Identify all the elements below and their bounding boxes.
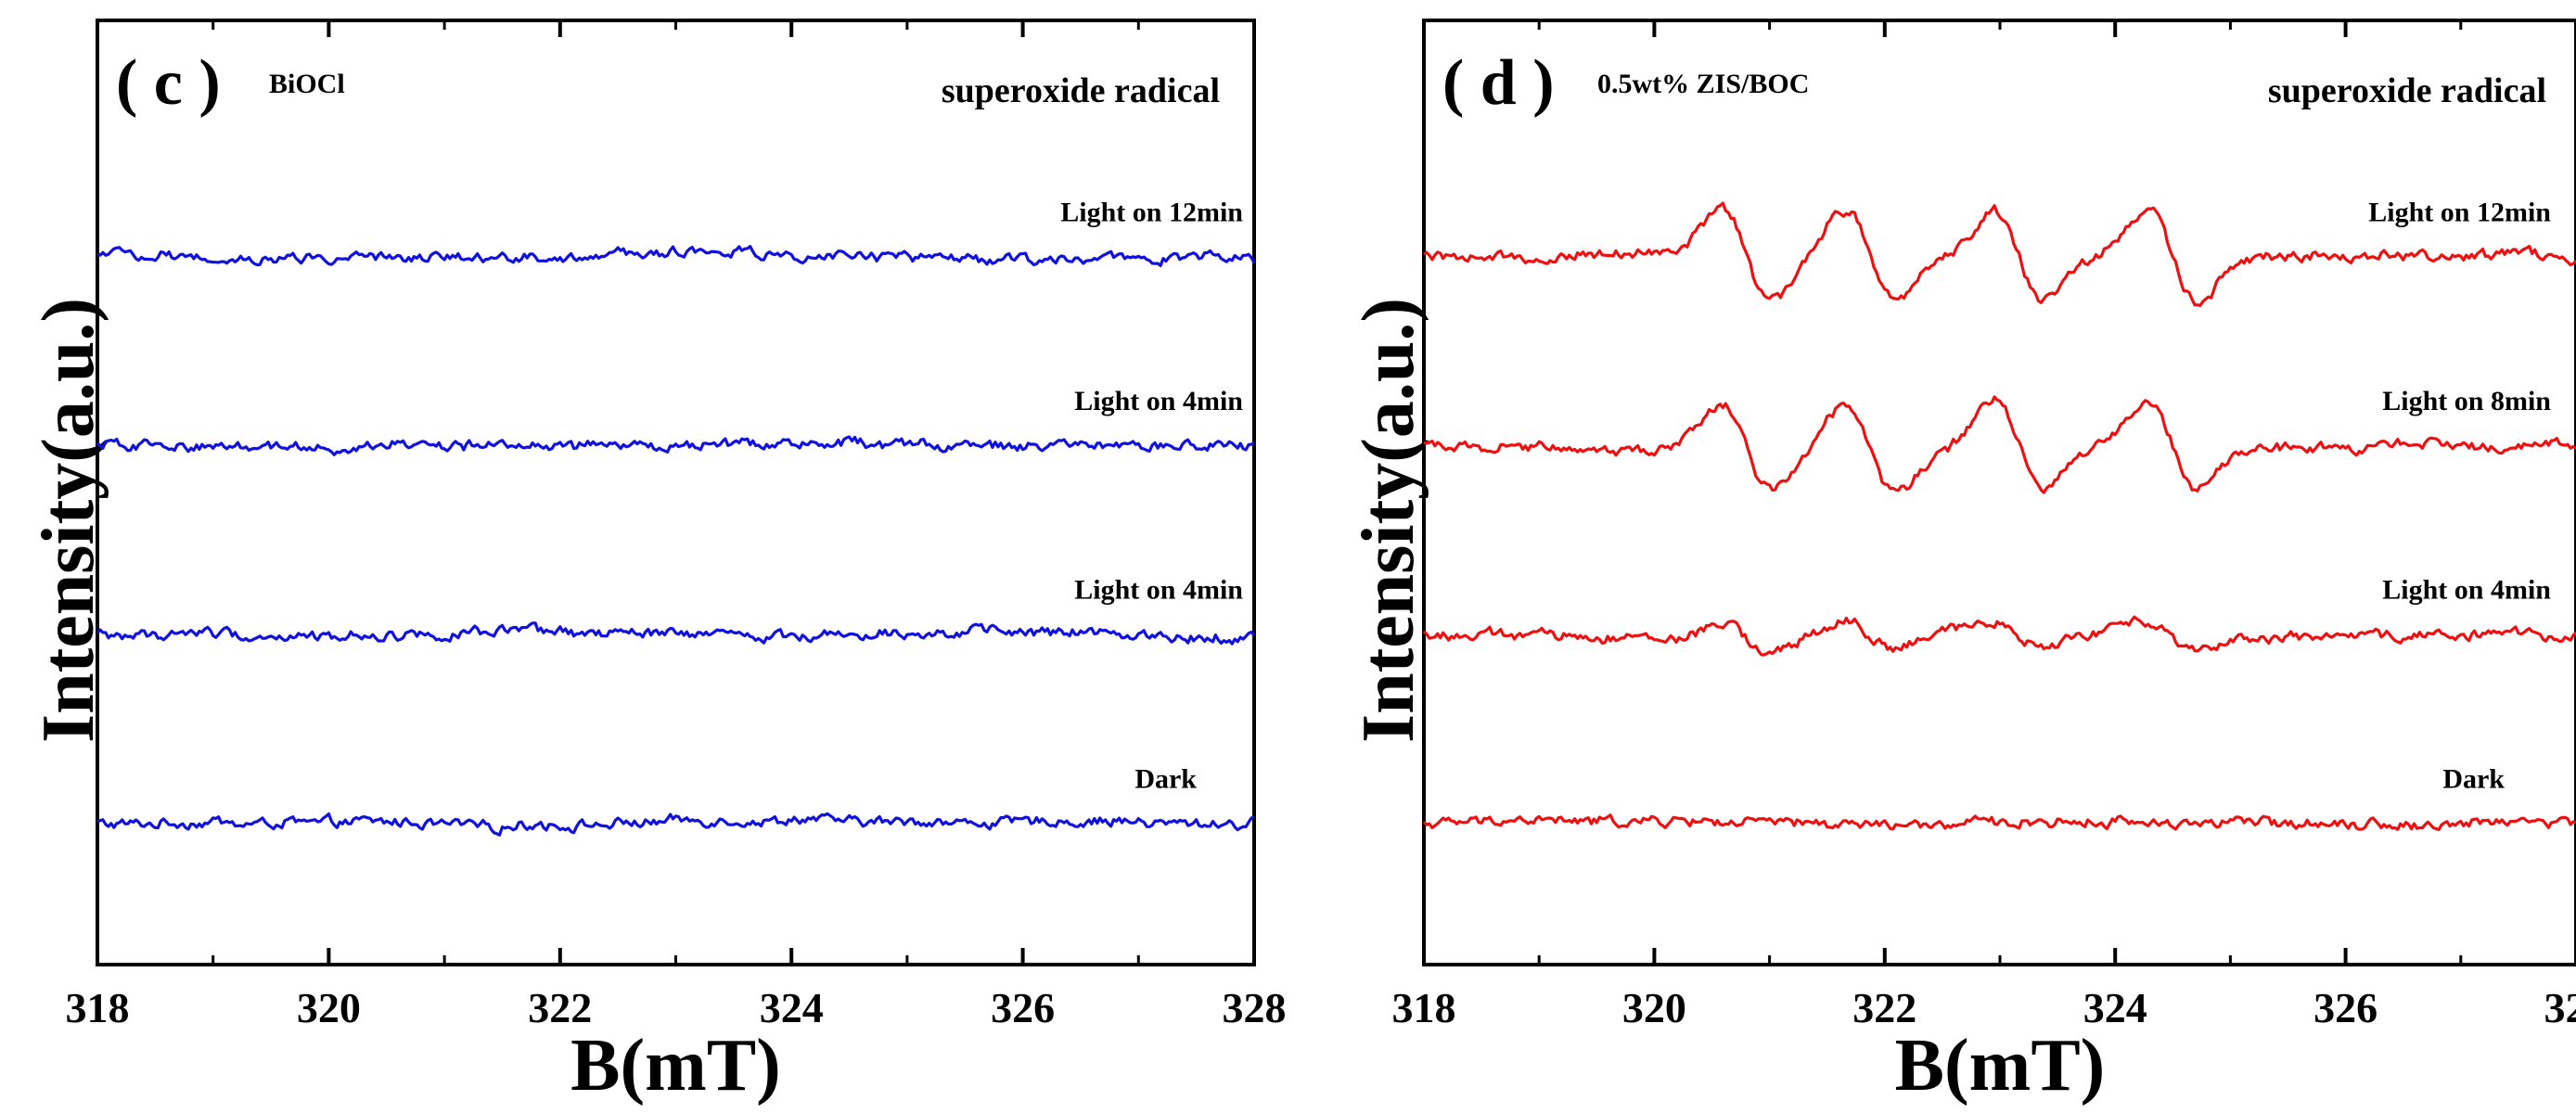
trace-label: Dark [2442, 763, 2505, 794]
trace-label: Light on 8min [2382, 386, 2551, 416]
x-axis-title: B(mT) [1895, 1025, 2106, 1107]
trace-2 [1423, 395, 2576, 494]
x-tick-label: 328 [1223, 984, 1287, 1031]
trace-1 [1422, 615, 2576, 657]
x-tick-label: 322 [1852, 984, 1916, 1031]
trace-label: Light on 4min [1074, 575, 1243, 606]
panel-letter: ( c ) [116, 47, 221, 119]
panel-annotation: superoxide radical [2268, 71, 2546, 110]
panel-sample-name: 0.5wt% ZIS/BOC [1597, 69, 1809, 99]
x-tick-label: 320 [297, 984, 361, 1031]
trace-label: Light on 4min [1074, 386, 1243, 416]
x-tick-label: 328 [2544, 984, 2576, 1031]
trace-3 [1423, 201, 2576, 307]
x-tick-label: 324 [760, 984, 824, 1031]
trace-2 [96, 435, 1255, 456]
x-tick-label: 324 [2083, 984, 2147, 1031]
x-tick-label: 318 [1392, 984, 1456, 1031]
x-tick-label: 322 [528, 984, 592, 1031]
x-tick-label: 318 [66, 984, 130, 1031]
trace-label: Light on 12min [2368, 198, 2551, 228]
trace-0 [96, 812, 1255, 837]
trace-label: Light on 4min [2382, 575, 2551, 606]
trace-1 [96, 621, 1256, 646]
y-axis-title: Intensity(a.u.) [28, 298, 109, 743]
trace-label: Dark [1134, 763, 1197, 794]
x-tick-label: 320 [1622, 984, 1686, 1031]
y-axis-title: Intensity(a.u.) [1348, 298, 1429, 743]
x-tick-label: 326 [2313, 984, 2377, 1031]
panel-annotation: superoxide radical [942, 71, 1220, 110]
panel-c: 318 320 322 324 326 328 B(mT) Intensity(a.u.) ( … [28, 19, 1287, 1107]
x-axis-title: B(mT) [570, 1025, 781, 1107]
panel-sample-name: BiOCl [269, 69, 345, 99]
trace-label: Light on 12min [1060, 198, 1243, 228]
trace-0 [1422, 813, 2576, 832]
panel-d: 318 320 322 324 326 328 B(mT) Intensity(a.u.) ( … [1348, 19, 2576, 1107]
panel-letter: ( d ) [1442, 47, 1555, 119]
trace-3 [96, 245, 1256, 267]
x-tick-label: 326 [991, 984, 1055, 1031]
